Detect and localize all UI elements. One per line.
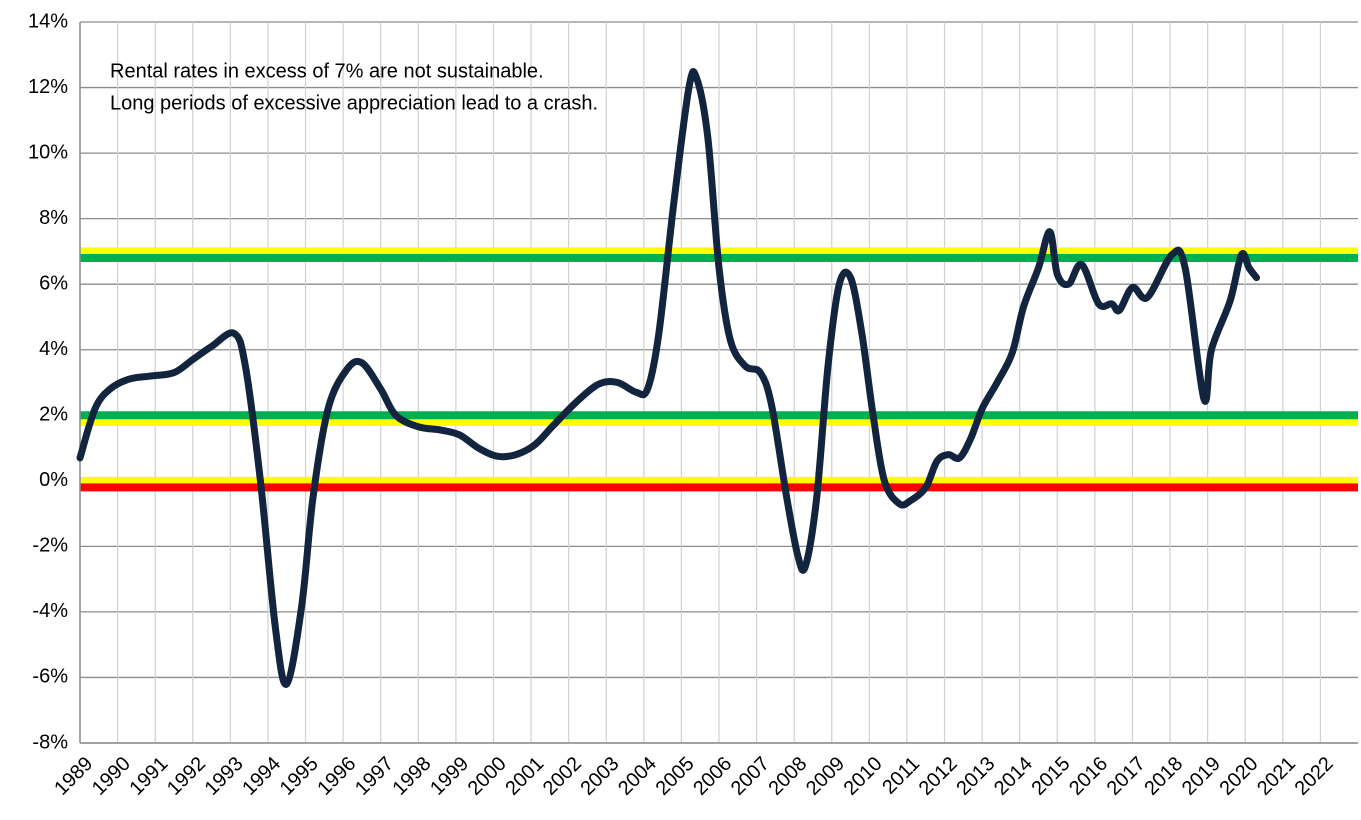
x-tick-label: 2002	[539, 753, 586, 800]
y-tick-label: 4%	[39, 338, 68, 360]
x-tick-label: 2010	[840, 753, 887, 800]
x-tick-label: 2001	[501, 753, 548, 800]
x-tick-label: 2014	[990, 753, 1037, 800]
x-tick-label: 2018	[1140, 753, 1187, 800]
x-tick-label: 2015	[1028, 753, 1075, 800]
x-tick-label: 1993	[201, 753, 248, 800]
x-tick-label: 2011	[878, 753, 924, 799]
x-tick-label: 2016	[1065, 753, 1112, 800]
y-tick-label: 6%	[39, 272, 68, 294]
x-tick-label: 2017	[1103, 753, 1150, 800]
y-tick-label: 0%	[39, 469, 68, 491]
grid	[79, 21, 1358, 744]
x-tick-label: 2012	[915, 753, 962, 800]
data-line	[76, 68, 1261, 688]
x-tick-label: 2003	[576, 753, 623, 800]
y-tick-label: 12%	[28, 76, 68, 98]
x-tick-label: 1996	[313, 753, 360, 800]
x-tick-label: 1994	[238, 753, 285, 800]
x-tick-label: 2009	[802, 753, 849, 800]
x-tick-label: 2019	[1178, 753, 1225, 800]
x-tick-label: 2006	[689, 753, 736, 800]
x-tick-label: 2020	[1215, 753, 1262, 800]
x-tick-label: 1992	[163, 753, 210, 800]
y-tick-label: 8%	[39, 207, 68, 229]
x-tick-label: 2004	[614, 753, 661, 800]
axes: -8%-6%-4%-2%0%2%4%6%8%10%12%14%198919901…	[28, 10, 1358, 800]
x-tick-label: 1997	[351, 753, 398, 800]
x-tick-label: 1991	[125, 753, 172, 800]
x-tick-label: 2007	[727, 753, 774, 800]
y-tick-label: -8%	[32, 731, 68, 753]
x-tick-label: 2013	[952, 753, 999, 800]
y-tick-label: -6%	[32, 666, 68, 688]
x-tick-label: 1990	[88, 753, 135, 800]
lines	[76, 68, 1261, 688]
x-tick-label: 1998	[389, 753, 436, 800]
x-tick-label: 2021	[1253, 753, 1300, 800]
x-tick-label: 1995	[276, 753, 323, 800]
y-tick-label: 14%	[28, 10, 68, 32]
x-tick-label: 1989	[50, 753, 97, 800]
x-tick-label: 2005	[652, 753, 699, 800]
annotation: Rental rates in excess of 7% are not sus…	[110, 60, 544, 82]
x-tick-label: 2000	[464, 753, 511, 800]
y-tick-label: -2%	[32, 535, 68, 557]
y-tick-label: 2%	[39, 404, 68, 426]
annotation: Long periods of excessive appreciation l…	[110, 92, 598, 114]
y-tick-label: -4%	[32, 600, 68, 622]
x-tick-label: 2008	[764, 753, 811, 800]
x-tick-label: 1999	[426, 753, 473, 800]
y-tick-label: 10%	[28, 141, 68, 163]
x-tick-label: 2022	[1291, 753, 1338, 800]
